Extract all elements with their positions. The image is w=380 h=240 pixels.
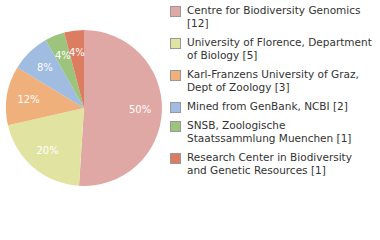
html-text:University of Florence, Depart: University of Florence, Department of Bi…	[187, 36, 372, 61]
html-text:Centre for Biodiversity Genomi: Centre for Biodiversity Genomics [12]	[187, 4, 361, 29]
html-text:Karl-Franzens University of Gr: Karl-Franzens University of Graz, Dept o…	[187, 68, 359, 93]
svg-text:8%: 8%	[37, 62, 53, 73]
html-text:SNSB, Zoologische Staatssammlu: SNSB, Zoologische Staatssammlung Muenche…	[187, 119, 352, 144]
html-text:Mined from GenBank, NCBI [2]: Mined from GenBank, NCBI [2]	[187, 100, 348, 112]
svg-text:12%: 12%	[17, 94, 39, 105]
svg-text:4%: 4%	[69, 47, 85, 58]
html-text:Research Center in Biodiversit: Research Center in Biodiversity and Gene…	[187, 151, 352, 176]
svg-text:4%: 4%	[55, 50, 71, 62]
svg-text:50%: 50%	[129, 104, 151, 115]
svg-text:20%: 20%	[36, 145, 58, 156]
